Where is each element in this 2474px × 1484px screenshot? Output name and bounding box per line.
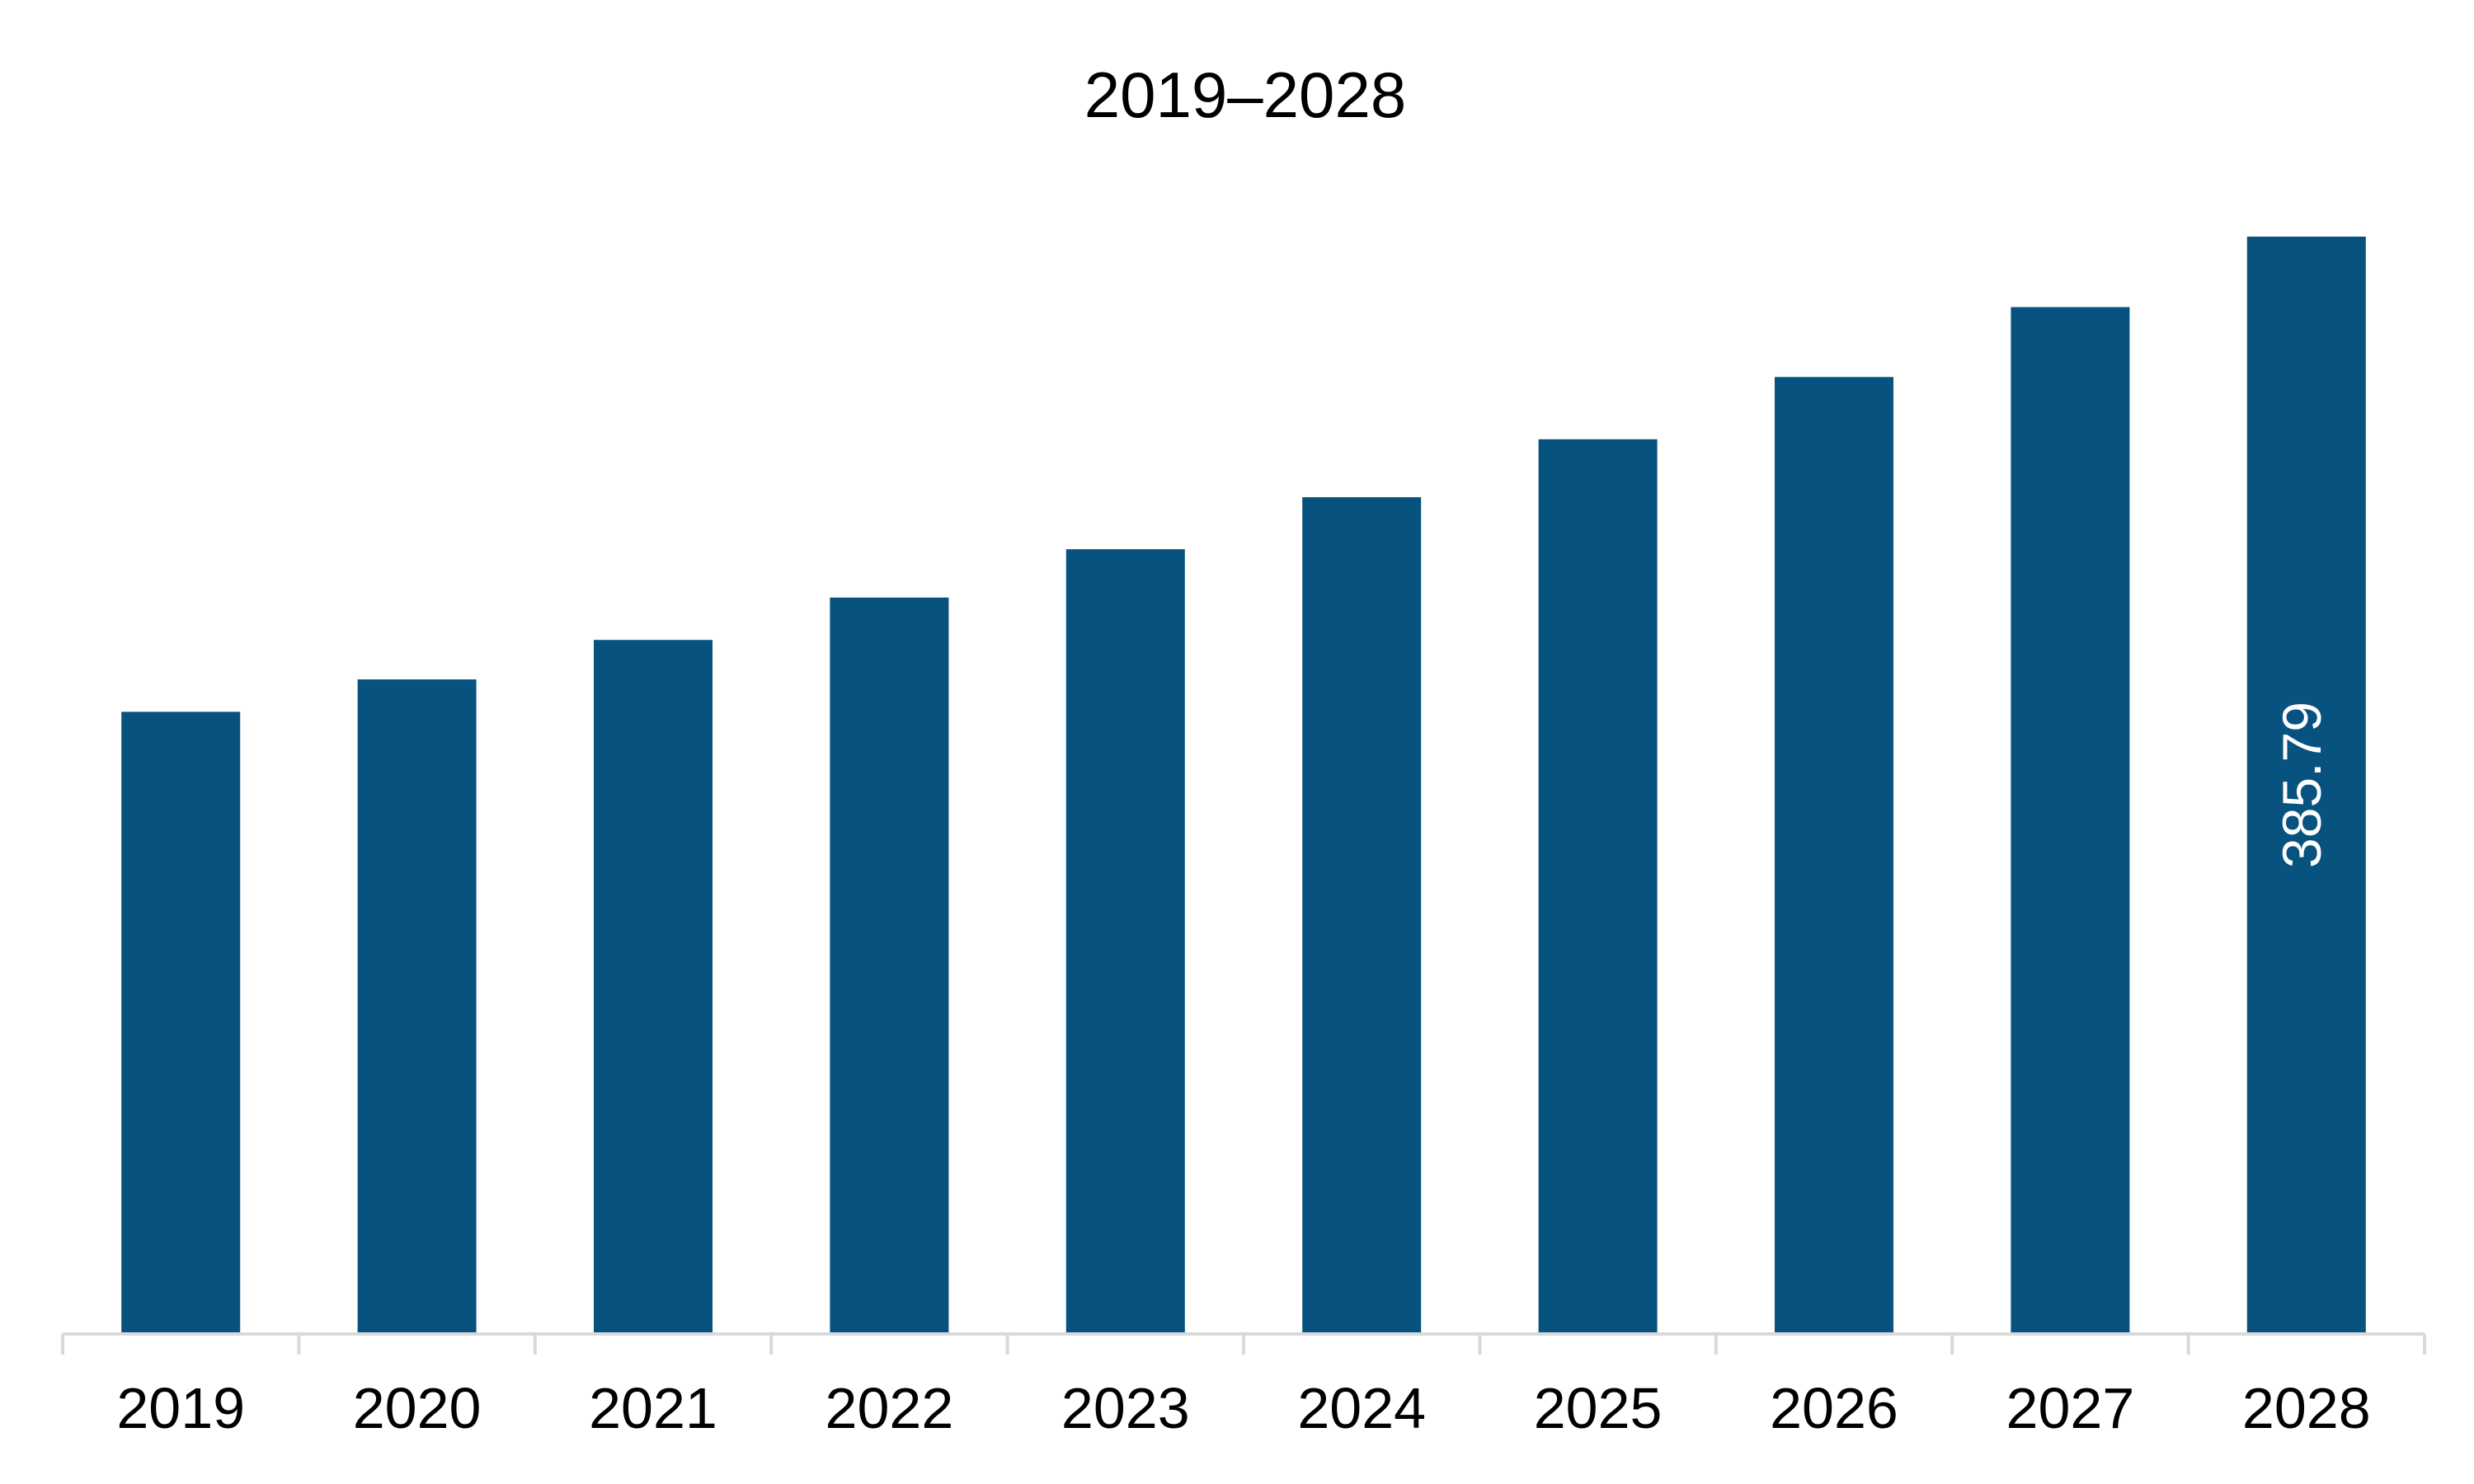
- x-tick-labels: 2019 2020 2021 2022 2023 2024 2025 2026 2027 2028: [116, 1376, 2370, 1440]
- chart-title: 2019–2028: [1084, 59, 1406, 131]
- bar-2026: [1775, 377, 1893, 1333]
- data-labels: 385.79: [2271, 702, 2332, 868]
- x-tick-label-2022: 2022: [825, 1376, 954, 1440]
- bar-2028: [2246, 237, 2366, 1333]
- x-tick-label-2026: 2026: [1770, 1376, 1898, 1440]
- bar-2023: [1065, 549, 1185, 1333]
- data-label-2028: 385.79: [2271, 702, 2332, 868]
- x-tick-label-2025: 2025: [1534, 1376, 1663, 1440]
- x-axis: [61, 1332, 2426, 1355]
- x-tick-label-2023: 2023: [1061, 1376, 1190, 1440]
- x-tick-label-2027: 2027: [2006, 1376, 2135, 1440]
- bar-2021: [594, 640, 713, 1333]
- bar-2027: [2011, 307, 2130, 1333]
- bar-2024: [1302, 497, 1422, 1333]
- x-tick-label-2024: 2024: [1297, 1376, 1426, 1440]
- x-tick-label-2021: 2021: [589, 1376, 717, 1440]
- x-tick-label-2019: 2019: [116, 1376, 245, 1440]
- bar-2022: [830, 597, 949, 1333]
- x-tick-label-2020: 2020: [353, 1376, 482, 1440]
- bars-group: [121, 237, 2366, 1333]
- bar-2025: [1538, 439, 1658, 1333]
- x-tick-label-2028: 2028: [2242, 1376, 2371, 1440]
- bar-2019: [121, 711, 241, 1333]
- bar-2020: [357, 679, 477, 1333]
